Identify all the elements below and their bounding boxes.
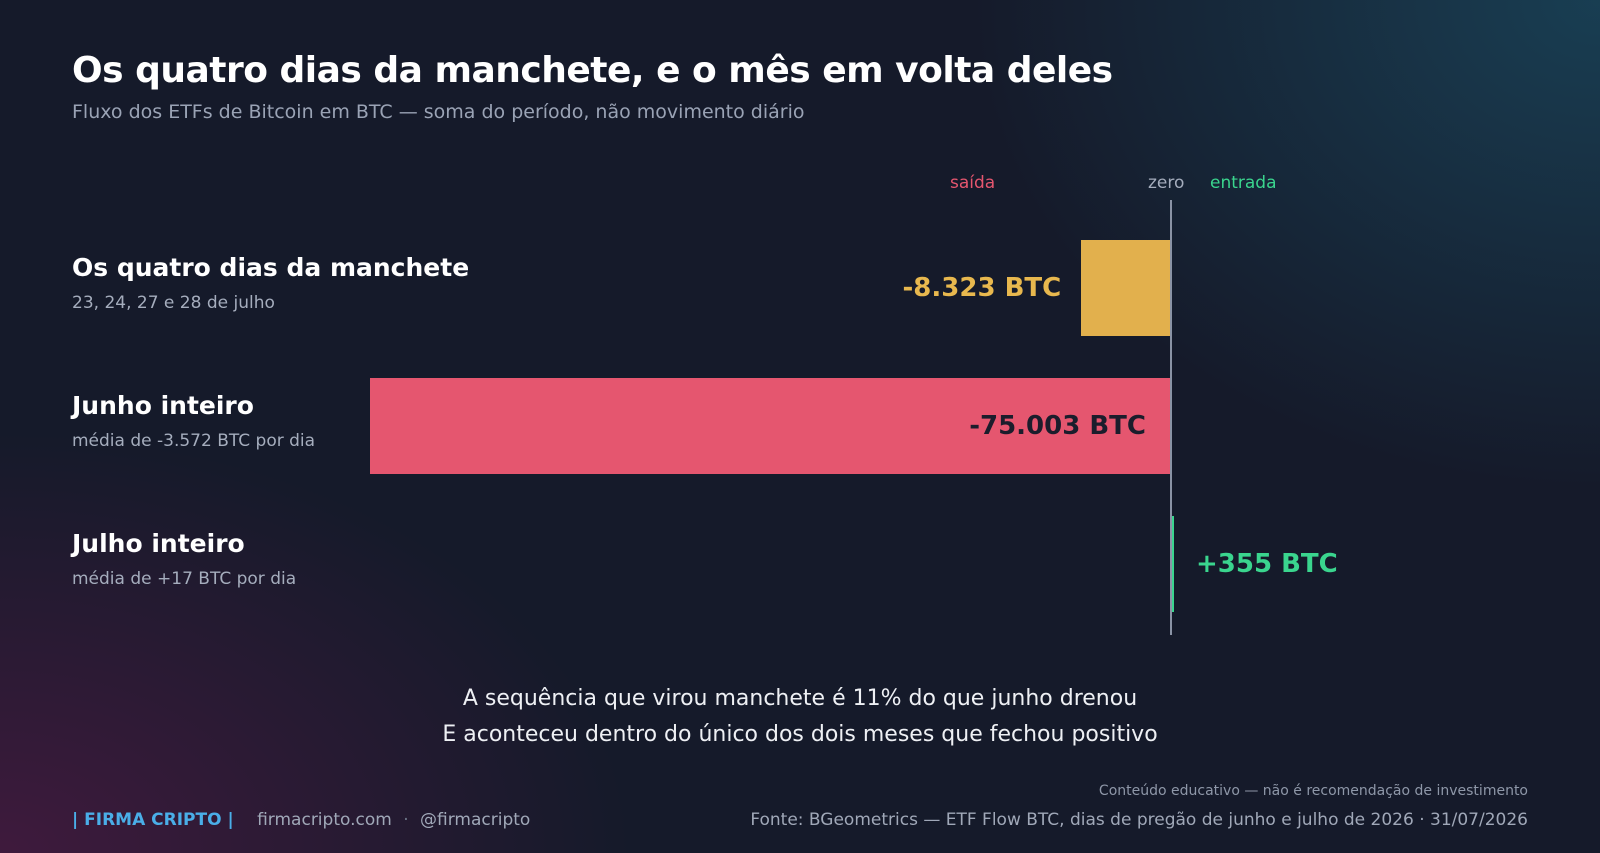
row-sub-julho: média de +17 BTC por dia [72,569,297,589]
insight-line-2: E aconteceu dentro do único dos dois mes… [442,722,1158,747]
row-label-junho: Junho inteiro [72,391,254,420]
handle-link[interactable]: @firmacripto [420,810,531,830]
bar-0 [1081,240,1170,336]
footer-separator: · [403,810,409,830]
bar-value-label-0: -8.323 BTC [902,273,1062,303]
disclaimer: Conteúdo educativo — não é recomendação … [1098,783,1528,799]
source-note: Fonte: BGeometrics — ETF Flow BTC, dias … [750,810,1528,830]
site-link[interactable]: firmacripto.com [257,810,392,830]
bar-value-label-1: -75.003 BTC [969,411,1146,441]
insight-line-1: A sequência que virou manchete é 11% do … [462,686,1138,711]
chart-title: Os quatro dias da manchete, e o mês em v… [72,50,1113,91]
row-sub-junho: média de -3.572 BTC por dia [72,431,316,451]
row-sub-quatro-dias: 23, 24, 27 e 28 de julho [72,293,275,313]
row-label-quatro-dias: Os quatro dias da manchete [72,253,470,282]
row-label-julho: Julho inteiro [72,529,245,558]
chart-subtitle: Fluxo dos ETFs de Bitcoin em BTC — soma … [72,101,805,123]
brand-logo: | FIRMA CRIPTO | [72,810,234,830]
header-entrada: entrada [1210,173,1277,193]
bar-2 [1170,516,1174,612]
bar-value-label-2: +355 BTC [1196,549,1338,579]
bar-1 [370,378,1170,474]
header-saida: saída [950,173,996,193]
footer-brand-block: | FIRMA CRIPTO | firmacripto.com · @firm… [72,810,530,830]
header-zero: zero [1148,173,1185,193]
zero-line [1170,200,1172,635]
